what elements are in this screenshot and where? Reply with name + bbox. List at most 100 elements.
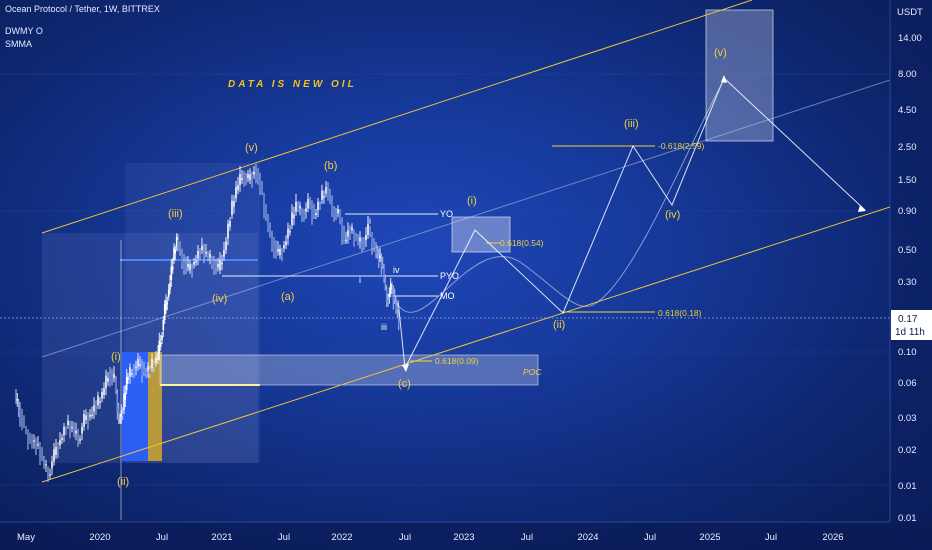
candle-body — [93, 405, 95, 412]
candle-body — [129, 367, 131, 377]
candle-body — [380, 261, 383, 268]
candle-body — [25, 430, 27, 432]
y-tick-label: 0.30 — [898, 277, 917, 288]
channel-lower — [41, 206, 891, 483]
candle-body — [171, 266, 174, 270]
candle-body — [123, 394, 125, 410]
candle-body — [117, 406, 120, 420]
candle-body — [263, 196, 265, 212]
wave-label: (v) — [245, 142, 258, 154]
time-axis[interactable]: May 2020 Jul 2021 Jul 2022 Jul 2023 Jul 2024 Jul 20… — [0, 521, 932, 550]
candle-body — [73, 430, 75, 434]
level-label-poc: POC — [523, 367, 542, 377]
candle-body — [271, 236, 273, 248]
candle-body — [167, 290, 170, 297]
wave-label: (b) — [324, 160, 337, 172]
candle-body — [384, 278, 387, 284]
wave-label: iii — [381, 322, 387, 332]
candle-body — [261, 185, 263, 191]
wave-label: (i) — [111, 351, 121, 363]
x-tick-label: Jul — [156, 532, 168, 543]
candle-body — [185, 264, 187, 268]
candle-body — [159, 343, 162, 347]
candle-body — [211, 259, 213, 265]
candle-body — [396, 306, 399, 311]
candle-body — [305, 208, 307, 212]
candle-body — [207, 255, 209, 258]
candle-body — [323, 196, 325, 198]
candle-body — [309, 205, 311, 207]
candle-body — [321, 190, 323, 200]
target-zone-1 — [451, 216, 511, 253]
candle-body — [355, 236, 357, 239]
candle-body — [143, 369, 145, 372]
candle-body — [187, 264, 189, 268]
candle-body — [121, 413, 124, 416]
candle-body — [151, 359, 153, 368]
y-tick-label: 14.00 — [898, 33, 922, 44]
x-tick-label: Jul — [644, 532, 656, 543]
candle-body — [219, 260, 221, 270]
candle-body — [153, 365, 155, 367]
candle-body — [395, 300, 397, 310]
candle-body — [351, 227, 353, 230]
candle-body — [83, 414, 85, 427]
x-tick-label: May — [17, 532, 35, 543]
price-axis[interactable]: USDT 14.00 8.00 4.50 2.50 1.50 0.90 0.50 0.30 0.… — [889, 0, 932, 550]
candle-body — [39, 450, 41, 458]
candle-body — [63, 427, 65, 435]
y-tick-label: 8.00 — [898, 69, 917, 80]
x-tick-label: Jul — [278, 532, 290, 543]
candle-body — [287, 228, 289, 239]
candle-body — [37, 444, 39, 446]
candle-body — [47, 470, 49, 478]
candle-body — [183, 262, 185, 271]
candle-body — [257, 176, 259, 178]
candle-body — [245, 176, 247, 179]
x-tick-label: 2026 — [822, 532, 843, 543]
candle-body — [391, 290, 393, 292]
candle-body — [145, 372, 147, 374]
candle-body — [189, 264, 191, 270]
y-tick-label: 4.50 — [898, 105, 917, 116]
level-label-mo: MO — [440, 291, 455, 301]
y-tick-label: 0.90 — [898, 206, 917, 217]
candle-body — [279, 248, 281, 255]
projection-curve — [394, 79, 725, 313]
candle-body — [205, 252, 207, 254]
wave-label: iv — [393, 265, 400, 275]
candle-body — [57, 450, 59, 452]
candle-body — [243, 175, 245, 183]
candle-body — [361, 243, 363, 248]
candle-body — [75, 430, 77, 434]
candle-body — [239, 174, 241, 185]
wave-label: (iii) — [168, 208, 183, 220]
candle-body — [193, 262, 195, 265]
channel-upper — [41, 0, 753, 234]
candle-body — [120, 410, 123, 417]
candle-body — [247, 174, 249, 179]
x-tick-label: Jul — [765, 532, 777, 543]
projection — [394, 75, 866, 372]
candle-body — [255, 172, 257, 180]
wave-label: i — [359, 275, 361, 285]
candle-body — [227, 223, 229, 239]
indicator-smma[interactable]: SMMA — [5, 39, 32, 49]
candle-body — [163, 304, 166, 320]
candle-body — [233, 201, 235, 207]
candle-body — [291, 212, 293, 225]
candle-body — [273, 245, 275, 255]
candle-body — [17, 405, 20, 413]
indicator-dwmy[interactable]: DWMY O — [5, 26, 43, 36]
candle-body — [165, 300, 167, 310]
last-price-badge — [891, 310, 932, 340]
candle-body — [41, 455, 43, 457]
candle-body — [213, 262, 215, 271]
candle-body — [367, 224, 369, 235]
candle-body — [141, 367, 143, 376]
candle-body — [373, 242, 375, 248]
y-tick-label: 0.01 — [898, 513, 917, 524]
candle-body — [241, 178, 243, 180]
